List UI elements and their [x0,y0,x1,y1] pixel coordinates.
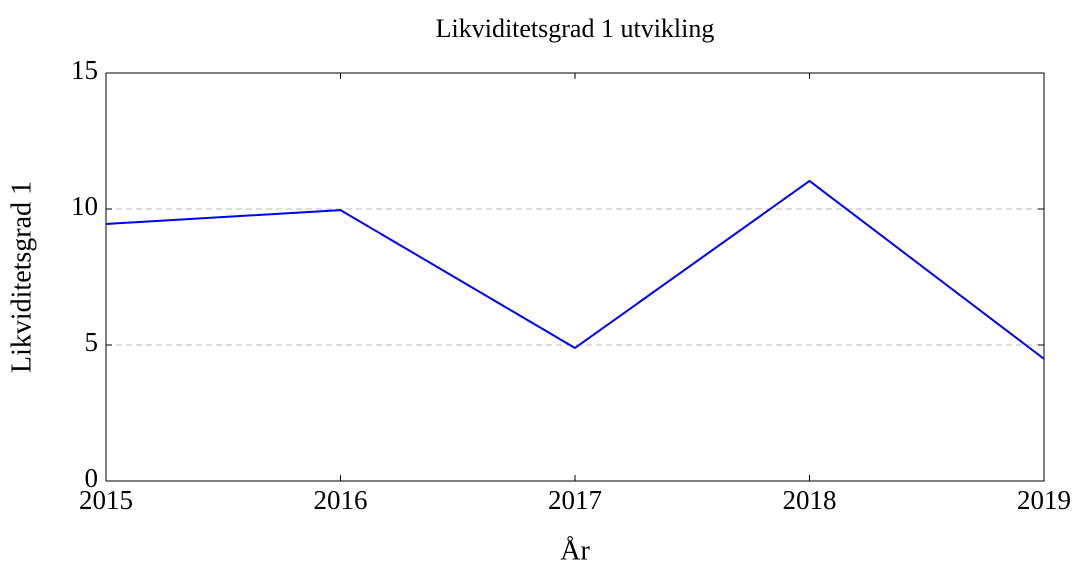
x-tick-label: 2017 [548,485,602,515]
x-tick-label: 2018 [783,485,837,515]
x-axis-label: År [560,535,590,566]
y-tick-label: 5 [85,327,99,357]
y-tick-label: 0 [85,463,99,493]
x-tick-label: 2016 [314,485,368,515]
y-axis-label: Likviditetsgrad 1 [6,181,37,373]
y-tick-label: 10 [71,191,98,221]
y-tick-label: 15 [71,55,98,85]
x-tick-label: 2019 [1017,485,1071,515]
plot-frame [105,72,1045,482]
data-line [105,179,1045,360]
x-tick-label: 2015 [79,485,133,515]
chart-title: Likviditetsgrad 1 utvikling [436,14,715,43]
